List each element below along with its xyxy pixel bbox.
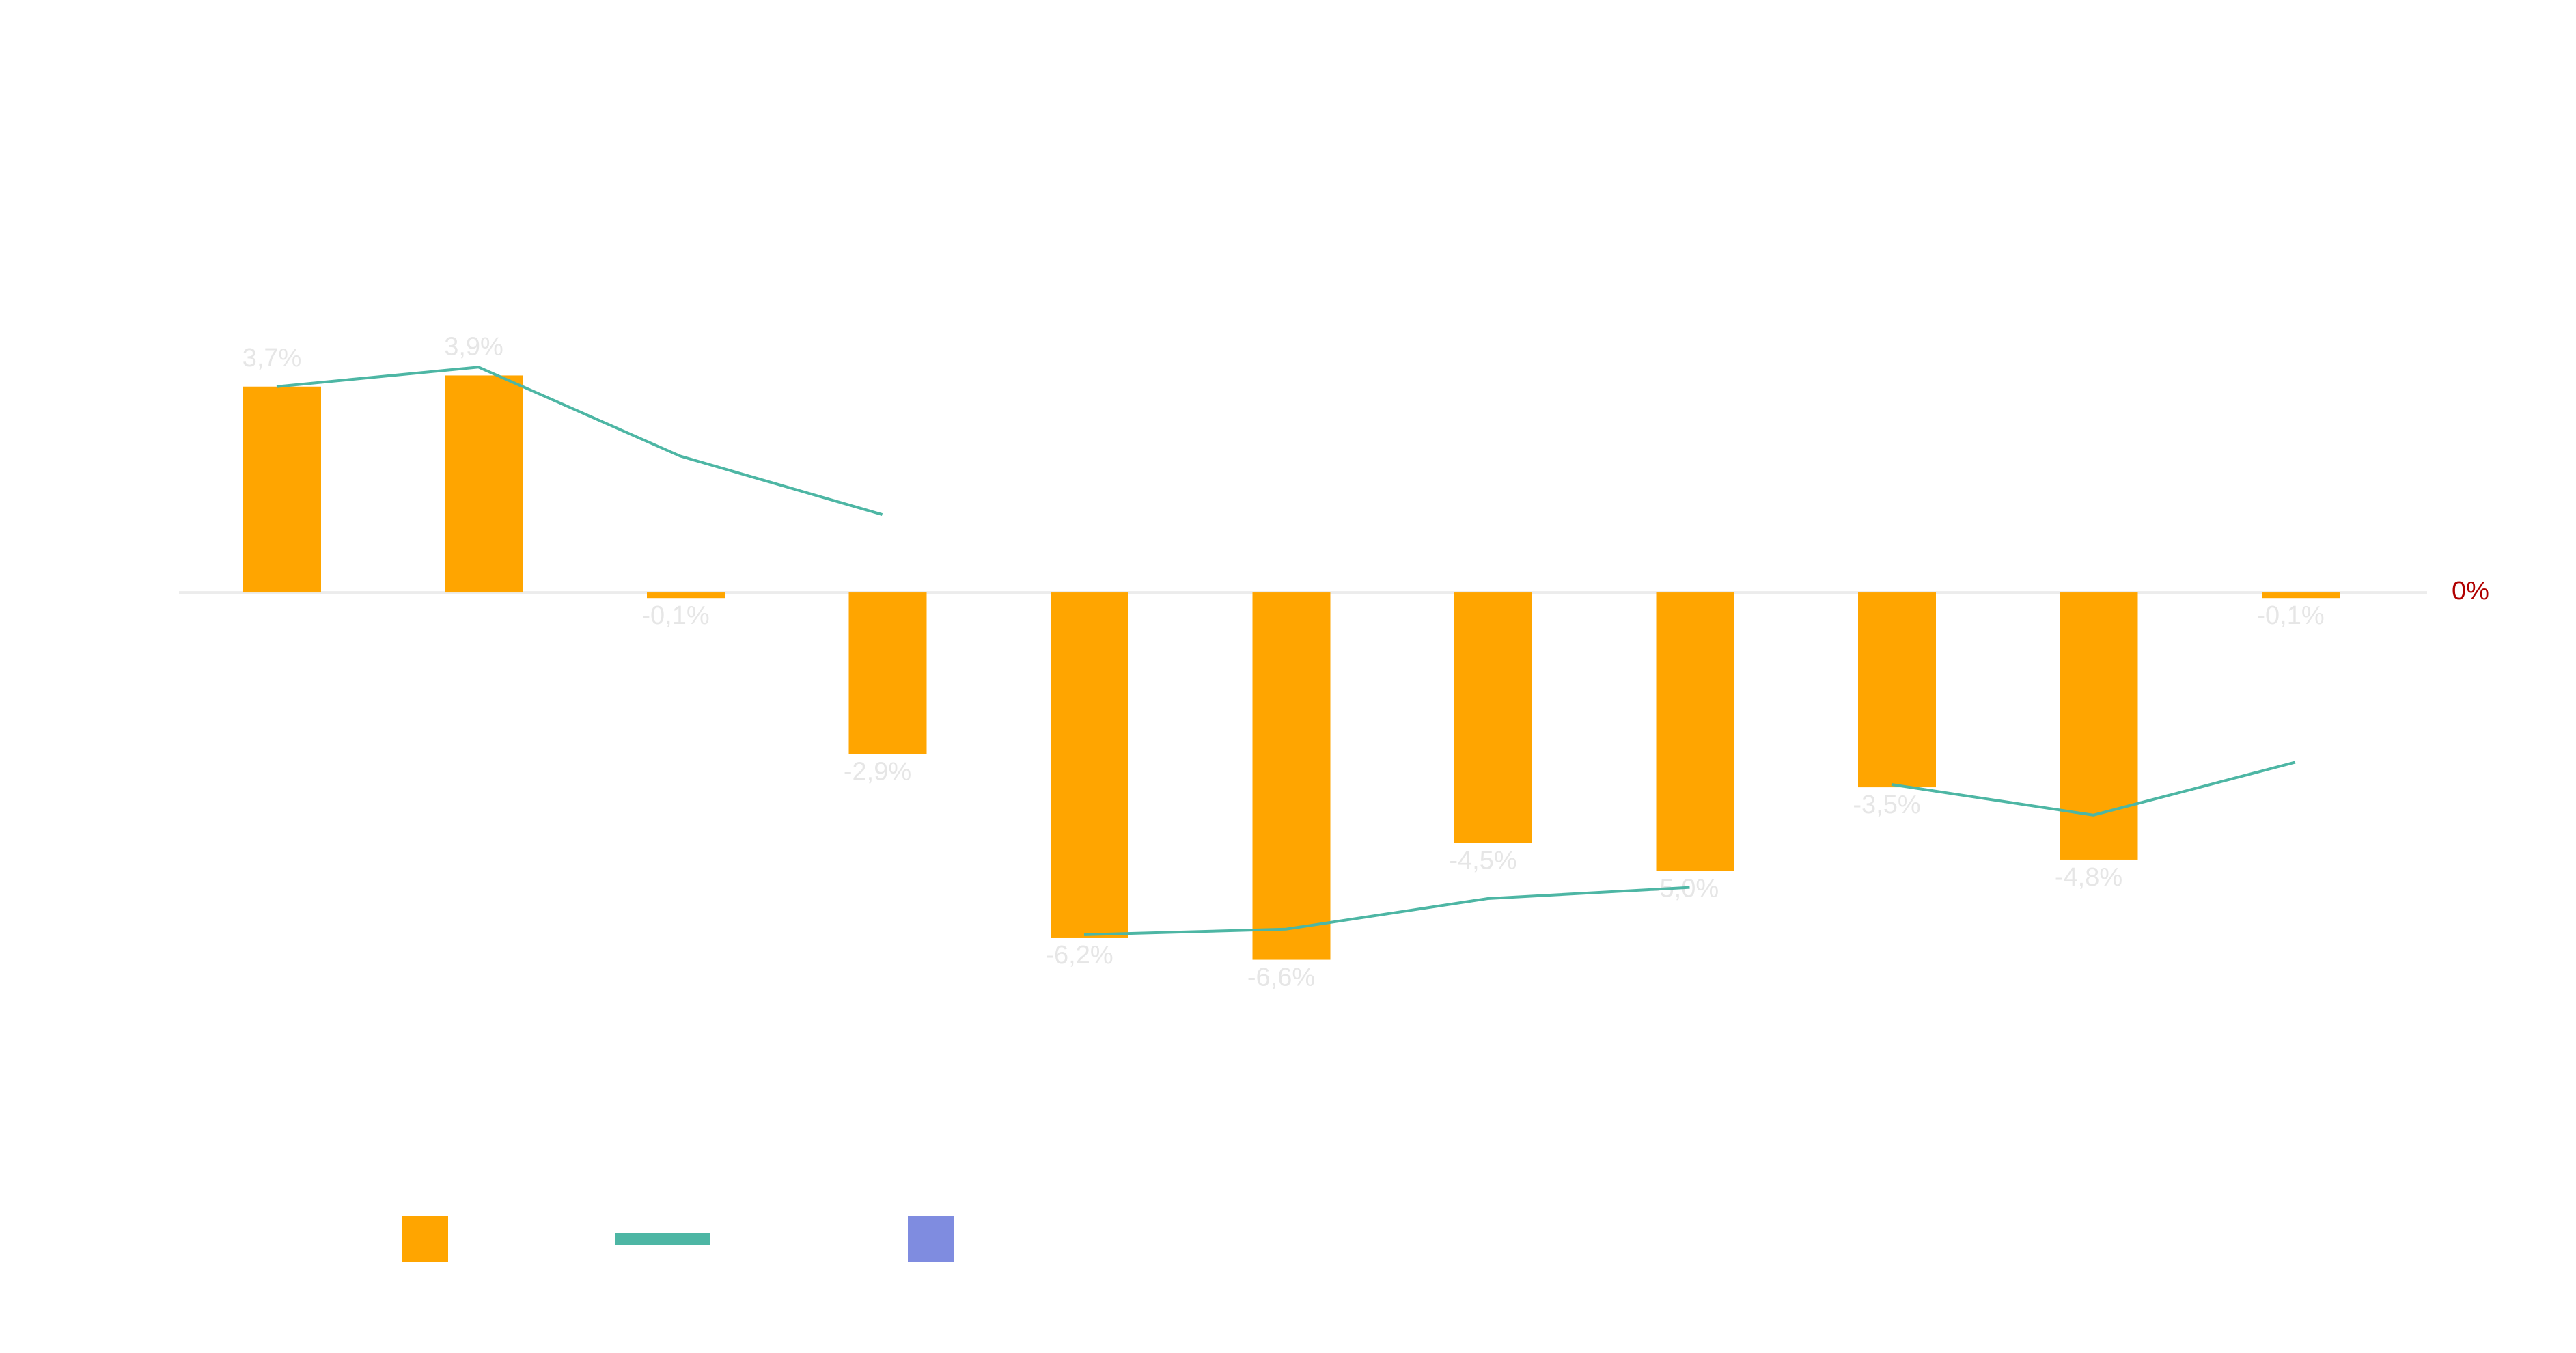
value-label: -2,9%	[844, 757, 911, 786]
value-label: -6,6%	[1247, 964, 1315, 992]
line	[1083, 886, 1690, 936]
bar	[1454, 592, 1532, 843]
value-label: -6,2%	[1045, 941, 1113, 970]
y-tick-label: 0%	[2452, 577, 2489, 605]
value-label: 3,7%	[243, 344, 302, 372]
value-label: -3,5%	[1853, 791, 1920, 819]
bar	[445, 375, 523, 593]
value-label: 3,9%	[444, 332, 503, 361]
bar	[1858, 592, 1936, 788]
value-label: -4,8%	[2055, 863, 2122, 892]
bar	[1051, 592, 1128, 938]
bar	[1252, 592, 1331, 960]
bar	[2262, 592, 2340, 599]
bar	[1656, 592, 1734, 871]
line	[276, 366, 883, 516]
bar	[243, 386, 321, 593]
legend-swatch	[402, 1216, 448, 1262]
legend-swatch	[908, 1216, 954, 1262]
line	[1891, 761, 2296, 817]
bar	[848, 592, 927, 754]
value-label: -4,5%	[1449, 847, 1516, 875]
value-label: -0,1%	[2256, 601, 2324, 630]
legend-swatch	[615, 1233, 710, 1245]
bar	[2060, 592, 2138, 860]
value-label: -0,1%	[641, 601, 709, 630]
bar	[647, 592, 725, 599]
